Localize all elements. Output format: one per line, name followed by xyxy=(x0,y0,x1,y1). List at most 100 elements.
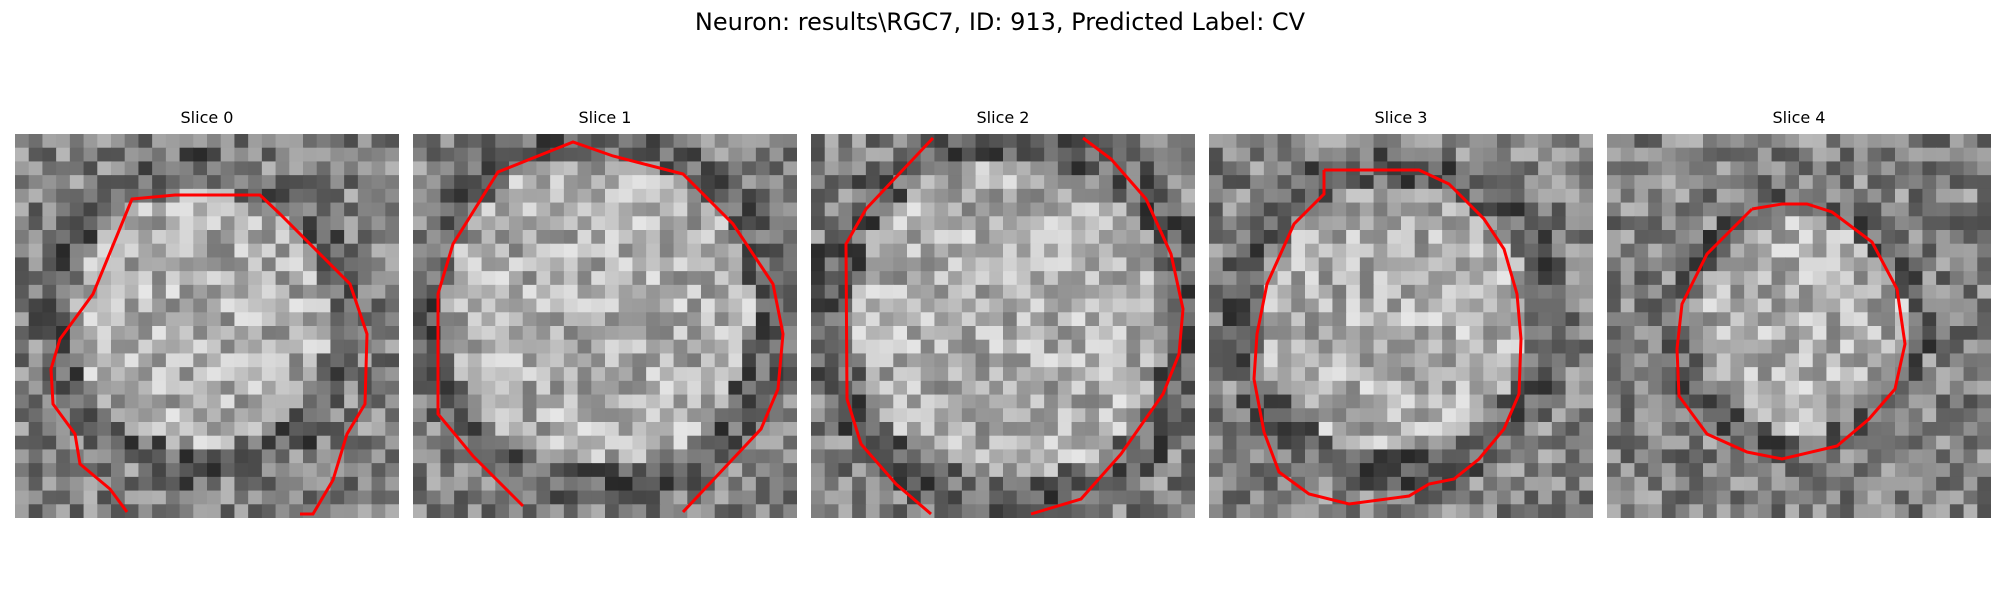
pixel xyxy=(1908,284,1924,300)
pixel xyxy=(742,257,757,272)
pixel xyxy=(426,134,442,149)
pixel xyxy=(659,147,675,163)
pixel xyxy=(138,216,153,231)
pixel xyxy=(975,216,990,231)
pixel xyxy=(783,435,797,451)
pixel xyxy=(1812,339,1828,355)
pixel xyxy=(69,408,85,423)
slice-panel-0: Slice 0 xyxy=(15,108,399,518)
pixel xyxy=(1346,435,1361,451)
pixel xyxy=(1565,243,1580,259)
pixel xyxy=(1236,326,1251,341)
pixel xyxy=(1126,216,1141,231)
pixel xyxy=(1730,188,1745,204)
pixel xyxy=(1908,134,1924,149)
pixel xyxy=(1209,175,1224,190)
pixel xyxy=(207,380,222,396)
pixel xyxy=(1414,339,1430,355)
pixel xyxy=(1071,449,1086,464)
pixel xyxy=(1236,476,1251,492)
pixel xyxy=(495,408,510,423)
pixel xyxy=(1209,353,1224,368)
pixel xyxy=(509,326,524,341)
pixel xyxy=(948,367,963,382)
pixel xyxy=(591,216,606,231)
pixel xyxy=(755,284,771,300)
pixel xyxy=(1209,435,1224,451)
pixel xyxy=(1812,490,1828,505)
pixel xyxy=(509,339,524,355)
pixel xyxy=(1689,134,1704,149)
pixel xyxy=(1771,312,1786,327)
pixel xyxy=(1565,312,1580,327)
pixel xyxy=(1209,504,1224,518)
pixel xyxy=(1826,353,1841,368)
pixel xyxy=(907,394,922,409)
pixel xyxy=(1538,353,1553,368)
pixel xyxy=(69,284,85,300)
pixel xyxy=(879,353,894,368)
pixel xyxy=(934,463,949,478)
pixel xyxy=(865,339,881,355)
pixel xyxy=(1538,339,1553,355)
pixel xyxy=(1524,476,1539,492)
pixel xyxy=(550,284,565,300)
pixel xyxy=(536,175,551,190)
pixel xyxy=(1003,504,1018,518)
pixel xyxy=(975,257,990,272)
pixel xyxy=(1030,476,1045,492)
pixel xyxy=(687,284,702,300)
pixel xyxy=(1209,134,1224,149)
pixel xyxy=(1881,161,1896,176)
pixel xyxy=(357,175,373,190)
pixel xyxy=(646,367,661,382)
pixel xyxy=(1867,312,1882,327)
pixel xyxy=(1442,134,1457,149)
pixel xyxy=(1455,216,1471,231)
pixel xyxy=(646,175,661,190)
pixel xyxy=(495,504,510,518)
pixel xyxy=(1716,284,1732,300)
pixel xyxy=(1346,380,1361,396)
pixel xyxy=(907,326,922,341)
pixel xyxy=(824,408,840,423)
pixel xyxy=(934,257,949,272)
pixel xyxy=(1730,353,1745,368)
pixel xyxy=(536,339,551,355)
pixel xyxy=(15,504,30,518)
pixel xyxy=(1209,449,1224,464)
pixel xyxy=(701,408,716,423)
pixel xyxy=(961,394,977,409)
pixel xyxy=(1524,202,1539,217)
pixel xyxy=(1030,326,1045,341)
pixel xyxy=(1222,271,1238,286)
pixel xyxy=(1305,353,1320,368)
pixel xyxy=(275,188,290,204)
pixel xyxy=(1401,476,1416,492)
pixel xyxy=(1703,353,1718,368)
pixel xyxy=(1607,394,1622,409)
pixel xyxy=(1071,284,1086,300)
pixel xyxy=(742,216,757,231)
pixel xyxy=(1263,380,1279,396)
pixel xyxy=(220,147,236,163)
pixel xyxy=(1099,257,1114,272)
pixel xyxy=(934,490,949,505)
pixel xyxy=(659,216,675,231)
pixel xyxy=(1030,284,1045,300)
pixel xyxy=(811,147,826,163)
pixel xyxy=(1209,408,1224,423)
pixel xyxy=(179,394,194,409)
pixel xyxy=(1510,188,1526,204)
pixel xyxy=(1455,161,1471,176)
pixel xyxy=(522,284,538,300)
pixel xyxy=(1030,188,1045,204)
pixel xyxy=(1112,353,1128,368)
pixel xyxy=(1359,257,1375,272)
pixel xyxy=(1359,216,1375,231)
pixel xyxy=(1565,257,1580,272)
pixel xyxy=(1414,312,1430,327)
pixel xyxy=(646,463,661,478)
pixel xyxy=(1620,435,1636,451)
pixel xyxy=(1057,216,1073,231)
